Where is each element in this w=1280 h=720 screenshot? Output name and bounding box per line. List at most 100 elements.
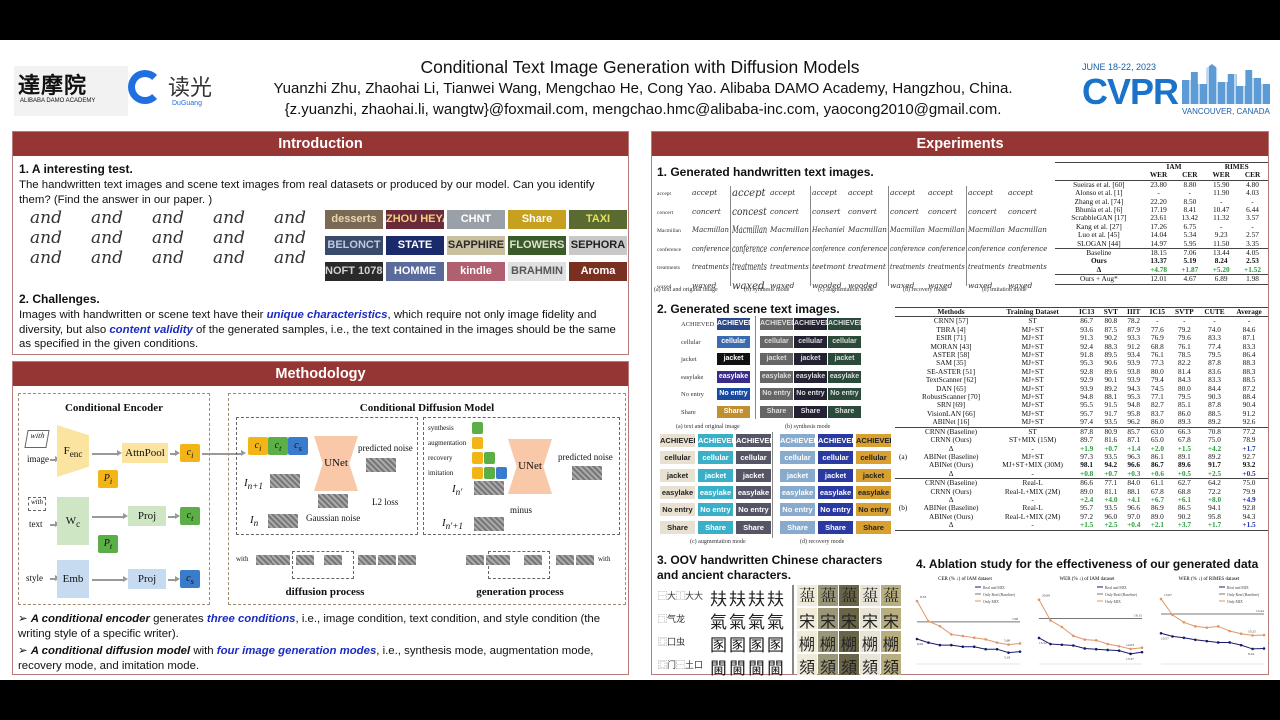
table-cell: 2.53 [1246,256,1259,266]
table-cell: 96.2 [1127,417,1141,427]
noisy-image [268,514,298,528]
text: c [186,510,192,521]
table-cell: 81.6 [1104,435,1118,445]
table-row: Alonso et al. [1] - - 11.90 4.03 [1055,188,1268,197]
caption: (b) synthesis mode [785,424,831,430]
original-image: easylake [717,370,750,383]
noisy-image [270,474,300,488]
table-cell: 93.3 [1127,333,1141,343]
process-frame [492,555,510,565]
table-cell: 67.8 [1150,486,1164,496]
table-cell: +2.4 [1080,494,1094,504]
table-cell: 8.80 [1183,179,1197,189]
text: c [76,519,81,530]
generated-word: conference [890,243,926,253]
table-cell: 83.3 [1242,341,1256,351]
table-row: CRNN (Baseline) ST 87.8 80.9 85.7 63.0 66.3 70.… [895,427,1268,436]
augmented-image: Share [818,520,853,534]
table-cell: 97.3 [1080,451,1094,461]
attnpool-block: AttnPool [122,443,168,463]
table-cell: (b) [898,503,908,513]
table-cell: 94.8 [1080,392,1094,402]
subheading: 1. A interesting test. [19,162,133,176]
generated-word: waxed [890,280,915,290]
arrow [168,576,180,582]
table-cell: 92.8 [1080,366,1094,376]
table-cell: +6.7 [1150,494,1164,504]
row-label: jacket [681,356,697,363]
ct-cube: ct [268,437,288,455]
generated-word: Hechaniel [812,225,845,234]
table-cell: 63.0 [1150,426,1164,436]
table-row: (a) ABINet (Baseline) MJ+ST 97.3 93.5 96.3 86.… [895,451,1268,461]
data-point [1049,619,1052,622]
table-cell: 82.7 [1150,400,1164,410]
generated-word: treatments [890,262,925,271]
handwriting-recognition-table: IAM RIMES WER CER WER CER Sueiras et al. [60] 2… [1055,162,1268,285]
data-point [1262,647,1266,650]
table-cell: 3.57 [1246,213,1259,223]
table-cell: Δ [1096,264,1102,274]
table-row: TextScanner [62] MJ+ST 92.9 90.1 93.9 79.4 84.… [895,375,1268,384]
data-label: 7.06 [1012,617,1018,621]
data-point [1083,647,1087,650]
text: enc [69,449,83,460]
table-cell: +0.8 [1080,468,1094,478]
paragraph: The handwritten text images and scene te… [19,179,595,206]
table-header-cell [1055,171,1143,180]
logo-text: DuGuang [172,100,202,107]
table-cell: 93.5 [1104,503,1118,513]
data-label: 8.33 [920,595,926,599]
arrow [50,575,60,581]
generated-word: treatments [732,262,767,273]
handwritten-char: 㚘 [748,590,765,610]
table-cell: 87.1 [1127,435,1141,445]
table-cell: +0.7 [1104,468,1118,478]
scene-text-sample: BRAHMIN [508,262,566,281]
scene-text-sample: Share [508,210,566,229]
table-cell: ABINet (Ours) [929,460,974,470]
duguang-g-icon [128,70,162,104]
table-cell: 95.5 [1080,400,1094,410]
legend-label: Real and MIX [983,586,1005,590]
arrow [92,513,128,519]
scene-text-sample: TAXI [569,210,627,229]
data-point [1106,648,1109,652]
table-cell: +1.5 [1242,520,1256,530]
cs-cube: cs [288,437,308,455]
handwritten-sample: and [91,228,123,248]
table-cell: Real-L [1022,503,1043,513]
augmented-image: ACHIEVED [660,434,695,447]
table-cell: 97.4 [1080,417,1094,427]
original-image: No entry [717,388,750,400]
table-cell: Δ [948,520,954,530]
table-cell: 79.9 [1242,486,1256,496]
table-header-cell: CUTE [1204,307,1225,316]
text: c [186,573,191,584]
augmented-image: jacket [660,468,695,482]
data-point [1060,643,1064,647]
generated-word: treatments [770,262,809,271]
generation-process-label: generation process [476,586,564,598]
scene-text-recognition-table: Methods Training Dataset IC13 SVT IIIT IC15 SV… [895,307,1268,531]
table-cell: - [1156,316,1159,326]
authors: Yuanzhi Zhu, Zhaohai Li, Tianwei Wang, M… [273,80,1013,97]
table-cell: 80.0 [1150,366,1164,376]
handwritten-char: 氣 [767,613,784,633]
series-line-2 [1038,599,1143,650]
table-row: Δ +4.78 +1.87 +5.20 +1.52 [1055,264,1268,275]
data-label: 13.44 [1256,609,1264,613]
style-condition-cube: cs [180,570,200,588]
generated-word: accept [848,188,874,197]
augmented-image: Share [736,520,771,534]
table-row: ESIR [71] MJ+ST 91.3 90.2 93.3 76.9 79.6 83.3 87… [895,333,1268,343]
table-cell [895,351,911,359]
handwritten-sample: and [30,228,62,248]
ancient-char: 宋 [818,608,838,631]
divider [772,432,773,538]
table-cell: - [1219,196,1223,206]
ancient-char: 頦 [797,654,817,677]
table-header-cell: IC13 [1078,307,1095,316]
synth-image: jacket [828,353,861,365]
text: , which require not only image fidelity … [19,309,597,336]
